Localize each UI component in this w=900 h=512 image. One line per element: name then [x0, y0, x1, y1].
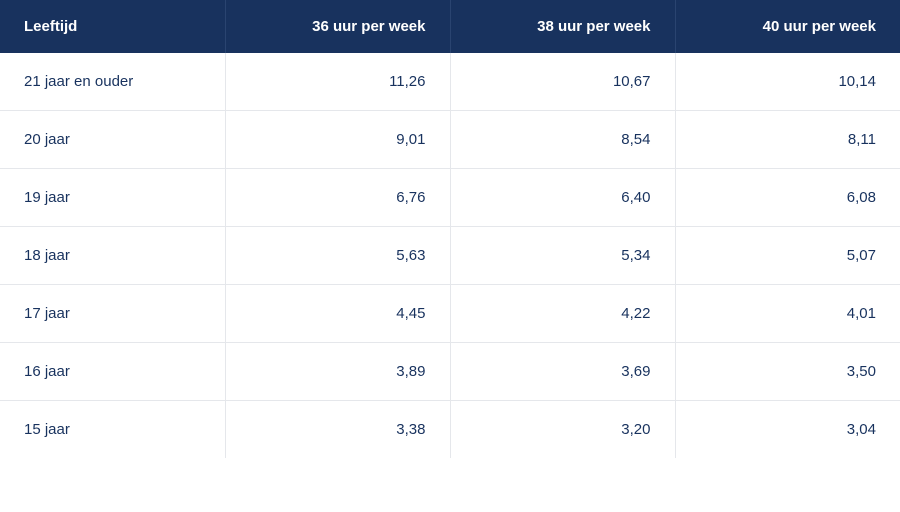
cell-age: 17 jaar — [0, 285, 225, 343]
cell-age: 20 jaar — [0, 111, 225, 169]
table-body: 21 jaar en ouder 11,26 10,67 10,14 20 ja… — [0, 53, 900, 458]
cell-value: 4,01 — [675, 285, 900, 343]
column-header-36h: 36 uur per week — [225, 0, 450, 53]
cell-age: 18 jaar — [0, 227, 225, 285]
column-header-38h: 38 uur per week — [450, 0, 675, 53]
column-header-age: Leeftijd — [0, 0, 225, 53]
cell-value: 5,63 — [225, 227, 450, 285]
cell-value: 3,38 — [225, 401, 450, 459]
cell-value: 11,26 — [225, 53, 450, 111]
wage-table: Leeftijd 36 uur per week 38 uur per week… — [0, 0, 900, 458]
cell-value: 10,67 — [450, 53, 675, 111]
cell-value: 6,08 — [675, 169, 900, 227]
cell-value: 9,01 — [225, 111, 450, 169]
cell-value: 3,20 — [450, 401, 675, 459]
table-row: 19 jaar 6,76 6,40 6,08 — [0, 169, 900, 227]
cell-value: 4,45 — [225, 285, 450, 343]
cell-value: 3,50 — [675, 343, 900, 401]
table-row: 20 jaar 9,01 8,54 8,11 — [0, 111, 900, 169]
cell-value: 3,04 — [675, 401, 900, 459]
cell-value: 8,11 — [675, 111, 900, 169]
cell-age: 16 jaar — [0, 343, 225, 401]
cell-value: 6,76 — [225, 169, 450, 227]
table-row: 21 jaar en ouder 11,26 10,67 10,14 — [0, 53, 900, 111]
cell-age: 19 jaar — [0, 169, 225, 227]
table-row: 18 jaar 5,63 5,34 5,07 — [0, 227, 900, 285]
cell-age: 15 jaar — [0, 401, 225, 459]
table-row: 15 jaar 3,38 3,20 3,04 — [0, 401, 900, 459]
table-header: Leeftijd 36 uur per week 38 uur per week… — [0, 0, 900, 53]
table-row: 17 jaar 4,45 4,22 4,01 — [0, 285, 900, 343]
column-header-40h: 40 uur per week — [675, 0, 900, 53]
cell-value: 6,40 — [450, 169, 675, 227]
cell-value: 3,69 — [450, 343, 675, 401]
cell-age: 21 jaar en ouder — [0, 53, 225, 111]
table-row: 16 jaar 3,89 3,69 3,50 — [0, 343, 900, 401]
cell-value: 5,34 — [450, 227, 675, 285]
cell-value: 5,07 — [675, 227, 900, 285]
cell-value: 4,22 — [450, 285, 675, 343]
cell-value: 10,14 — [675, 53, 900, 111]
cell-value: 8,54 — [450, 111, 675, 169]
table-header-row: Leeftijd 36 uur per week 38 uur per week… — [0, 0, 900, 53]
cell-value: 3,89 — [225, 343, 450, 401]
